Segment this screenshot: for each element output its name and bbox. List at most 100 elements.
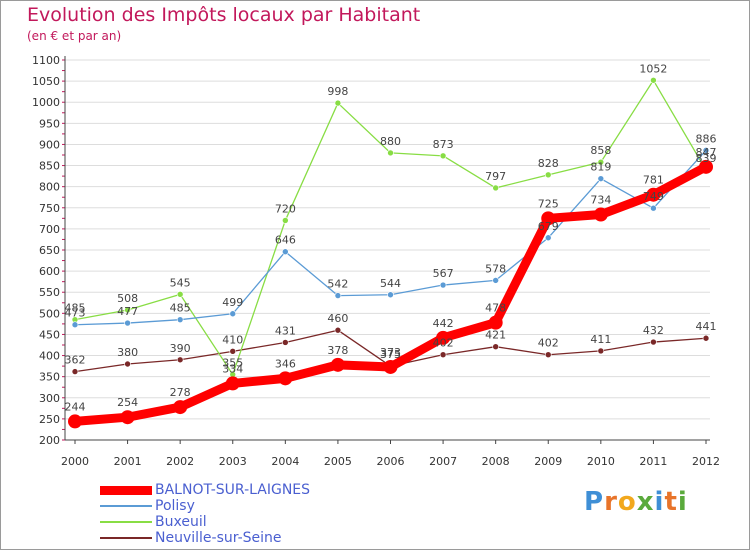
y-tick-label: 200 xyxy=(39,434,60,447)
data-label: 720 xyxy=(275,202,296,215)
y-tick-label: 500 xyxy=(39,307,60,320)
data-label: 858 xyxy=(590,144,611,157)
data-point xyxy=(544,351,552,359)
data-label: 278 xyxy=(170,386,191,399)
axes: 200 250 300 350 400 450 500 550 600 650 700 750 800 8… xyxy=(32,54,720,468)
data-label: 567 xyxy=(433,267,454,280)
data-label: 545 xyxy=(170,276,191,289)
logo-letter: o xyxy=(617,487,637,517)
data-point xyxy=(544,171,552,179)
data-point xyxy=(120,410,135,425)
data-point xyxy=(330,357,345,372)
data-label: 375 xyxy=(380,348,401,361)
data-point xyxy=(176,356,184,364)
data-label: 334 xyxy=(222,362,243,375)
data-point xyxy=(176,316,184,323)
data-point xyxy=(544,234,552,242)
data-point xyxy=(334,326,342,334)
data-label: 998 xyxy=(327,85,348,98)
data-label: 244 xyxy=(65,400,86,413)
data-label: 508 xyxy=(117,292,138,305)
data-label: 355 xyxy=(222,357,243,370)
data-label: 460 xyxy=(327,312,348,325)
data-label: 432 xyxy=(643,324,664,337)
series-line xyxy=(74,79,707,376)
series-lines xyxy=(68,76,713,429)
data-point xyxy=(334,292,342,299)
data-point xyxy=(597,158,605,166)
y-tick-label: 300 xyxy=(39,392,60,405)
data-label: 797 xyxy=(485,170,506,183)
data-label: 362 xyxy=(65,354,86,367)
data-point xyxy=(176,291,184,298)
data-label: 402 xyxy=(538,337,559,350)
x-tick-label: 2004 xyxy=(271,455,299,468)
data-label: 477 xyxy=(117,305,138,318)
legend-swatch-polisy xyxy=(100,505,152,507)
data-point xyxy=(68,414,82,429)
logo-letter: i xyxy=(677,487,688,517)
data-point xyxy=(646,187,661,202)
x-tick-label: 2000 xyxy=(61,455,89,468)
y-tick-label: 650 xyxy=(39,244,60,257)
legend-label-buxeuil: Buxeuil xyxy=(155,514,207,530)
data-point xyxy=(71,368,79,375)
data-point xyxy=(439,281,447,289)
data-point xyxy=(492,277,499,284)
data-label: 679 xyxy=(538,220,559,233)
data-label: 473 xyxy=(65,307,86,320)
data-label: 828 xyxy=(538,157,559,170)
data-label: 485 xyxy=(170,302,191,315)
series-line xyxy=(74,149,707,326)
data-label: 578 xyxy=(485,262,506,275)
data-label: 499 xyxy=(222,296,243,309)
x-tick-label: 2010 xyxy=(587,455,615,468)
legend-swatch-buxeuil xyxy=(100,521,152,523)
data-label: 410 xyxy=(222,333,243,346)
x-tick-label: 2003 xyxy=(219,455,247,468)
data-point xyxy=(334,99,342,107)
data-point xyxy=(492,184,499,192)
chart-subtitle: (en € et par an) xyxy=(27,29,122,43)
y-tick-label: 450 xyxy=(39,328,60,341)
grid-lines xyxy=(65,59,710,441)
logo-letter: t xyxy=(664,487,678,517)
data-label: 441 xyxy=(696,320,717,333)
y-tick-label: 800 xyxy=(39,181,60,194)
data-label: 734 xyxy=(590,194,611,207)
data-label: 373 xyxy=(380,346,401,359)
data-label: 378 xyxy=(327,344,348,357)
data-point xyxy=(387,149,394,157)
x-tick-label: 2008 xyxy=(482,455,510,468)
legend-label-polisy: Polisy xyxy=(155,498,195,514)
data-label: 880 xyxy=(380,135,401,148)
y-tick-label: 900 xyxy=(39,138,60,151)
data-point xyxy=(387,291,394,299)
data-label: 346 xyxy=(275,357,296,370)
data-point xyxy=(702,334,710,342)
data-label: 646 xyxy=(275,234,296,247)
data-point xyxy=(124,319,131,327)
data-label: 819 xyxy=(590,161,611,174)
y-tick-label: 350 xyxy=(39,371,60,384)
legend-swatch-neuville xyxy=(100,537,152,539)
data-point xyxy=(282,217,289,224)
data-label: 254 xyxy=(117,396,138,409)
data-point xyxy=(173,400,188,415)
y-tick-label: 550 xyxy=(39,286,60,299)
data-point xyxy=(699,159,713,174)
data-point xyxy=(124,360,131,368)
data-point xyxy=(225,376,240,391)
data-label: 542 xyxy=(327,278,348,291)
data-point xyxy=(278,371,293,386)
data-point xyxy=(492,343,499,350)
x-tick-label: 2009 xyxy=(534,455,562,468)
chart-title: Evolution des Impôts locaux par Habitant xyxy=(27,4,421,26)
x-tick-label: 2002 xyxy=(166,455,194,468)
data-label: 402 xyxy=(433,337,454,350)
data-label: 873 xyxy=(433,138,454,151)
data-point xyxy=(282,339,289,346)
legend-label-balnot: BALNOT-SUR-LAIGNES xyxy=(155,482,311,498)
